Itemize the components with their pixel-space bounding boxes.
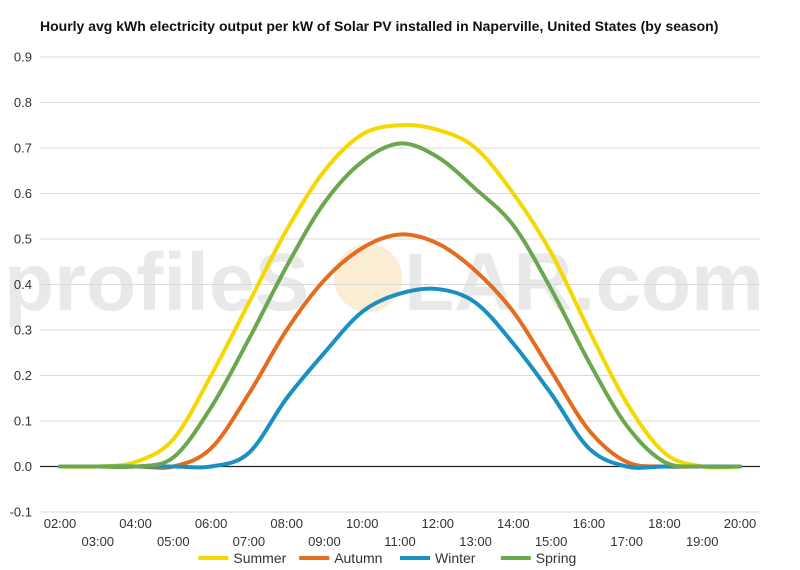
y-tick-label: 0.4	[14, 277, 32, 292]
x-tick-label: 06:00	[195, 516, 228, 531]
x-tick-label: 12:00	[422, 516, 455, 531]
x-tick-label: 04:00	[119, 516, 152, 531]
legend-label-autumn: Autumn	[334, 550, 382, 566]
x-tick-label: 09:00	[308, 534, 341, 549]
y-tick-label: -0.1	[10, 505, 32, 520]
watermark-sun-logo	[334, 244, 402, 312]
series-line-summer	[58, 123, 742, 470]
y-tick-label: 0.3	[14, 323, 32, 338]
x-tick-label: 10:00	[346, 516, 379, 531]
watermark: profileS LAR.com	[4, 237, 764, 328]
x-tick-label: 15:00	[535, 534, 568, 549]
legend-label-winter: Winter	[435, 550, 476, 566]
x-tick-label: 19:00	[686, 534, 719, 549]
x-tick-label: 16:00	[573, 516, 606, 531]
y-tick-label: 0.6	[14, 186, 32, 201]
x-tick-label: 07:00	[233, 534, 266, 549]
y-tick-label: 0.0	[14, 459, 32, 474]
y-tick-label: 0.7	[14, 141, 32, 156]
x-tick-label: 02:00	[44, 516, 77, 531]
x-tick-label: 13:00	[459, 534, 492, 549]
y-tick-label: 0.1	[14, 414, 32, 429]
y-tick-label: 0.2	[14, 368, 32, 383]
chart-title: Hourly avg kWh electricity output per kW…	[40, 18, 719, 34]
y-tick-label: 0.5	[14, 232, 32, 247]
x-tick-label: 08:00	[270, 516, 303, 531]
x-tick-label: 17:00	[610, 534, 643, 549]
legend-label-spring: Spring	[536, 550, 576, 566]
x-tick-label: 05:00	[157, 534, 190, 549]
y-tick-label: 0.9	[14, 50, 32, 65]
series-line-spring	[58, 141, 742, 470]
x-tick-label: 20:00	[724, 516, 757, 531]
x-tick-label: 03:00	[82, 534, 115, 549]
x-tick-label: 18:00	[648, 516, 681, 531]
series-line-winter	[58, 286, 742, 470]
watermark-text-right: LAR.com	[404, 237, 764, 328]
y-tick-label: 0.8	[14, 95, 32, 110]
legend-label-summer: Summer	[233, 550, 286, 566]
x-tick-label: 11:00	[384, 534, 416, 549]
x-tick-label: 14:00	[497, 516, 530, 531]
